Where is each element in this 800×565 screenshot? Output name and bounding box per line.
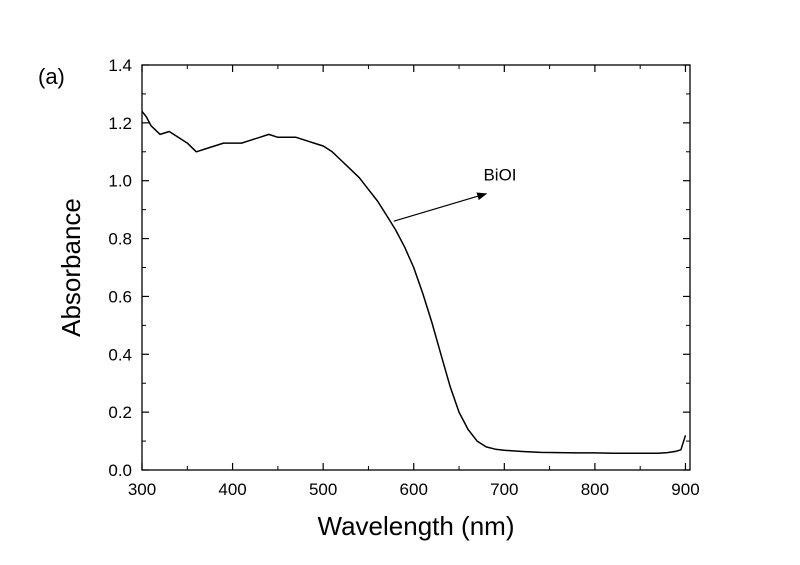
x-tick-label: 500 [309, 480, 337, 499]
x-axis-title: Wavelength (nm) [318, 511, 515, 541]
y-tick-label: 1.2 [108, 114, 132, 133]
series-line-biol [141, 110, 687, 454]
y-tick-label: 0.6 [108, 287, 132, 306]
y-tick-label: 0.0 [108, 461, 132, 480]
annotation-label: BiOI [483, 166, 516, 185]
y-tick-label: 1.0 [108, 172, 132, 191]
x-tick-label: 800 [581, 480, 609, 499]
y-tick-label: 0.2 [108, 403, 132, 422]
annotation-arrow [393, 192, 488, 222]
y-tick-label: 1.4 [108, 56, 132, 75]
panel-label: (a) [38, 64, 65, 89]
x-tick-label: 600 [400, 480, 428, 499]
x-tick-label: 400 [218, 480, 246, 499]
x-tick-label: 700 [490, 480, 518, 499]
y-tick-label: 0.4 [108, 345, 132, 364]
x-tick-label: 900 [671, 480, 699, 499]
plot-frame [141, 64, 691, 471]
x-tick-label: 300 [128, 480, 156, 499]
y-tick-label: 0.8 [108, 230, 132, 249]
y-axis-title: Absorbance [56, 198, 86, 337]
